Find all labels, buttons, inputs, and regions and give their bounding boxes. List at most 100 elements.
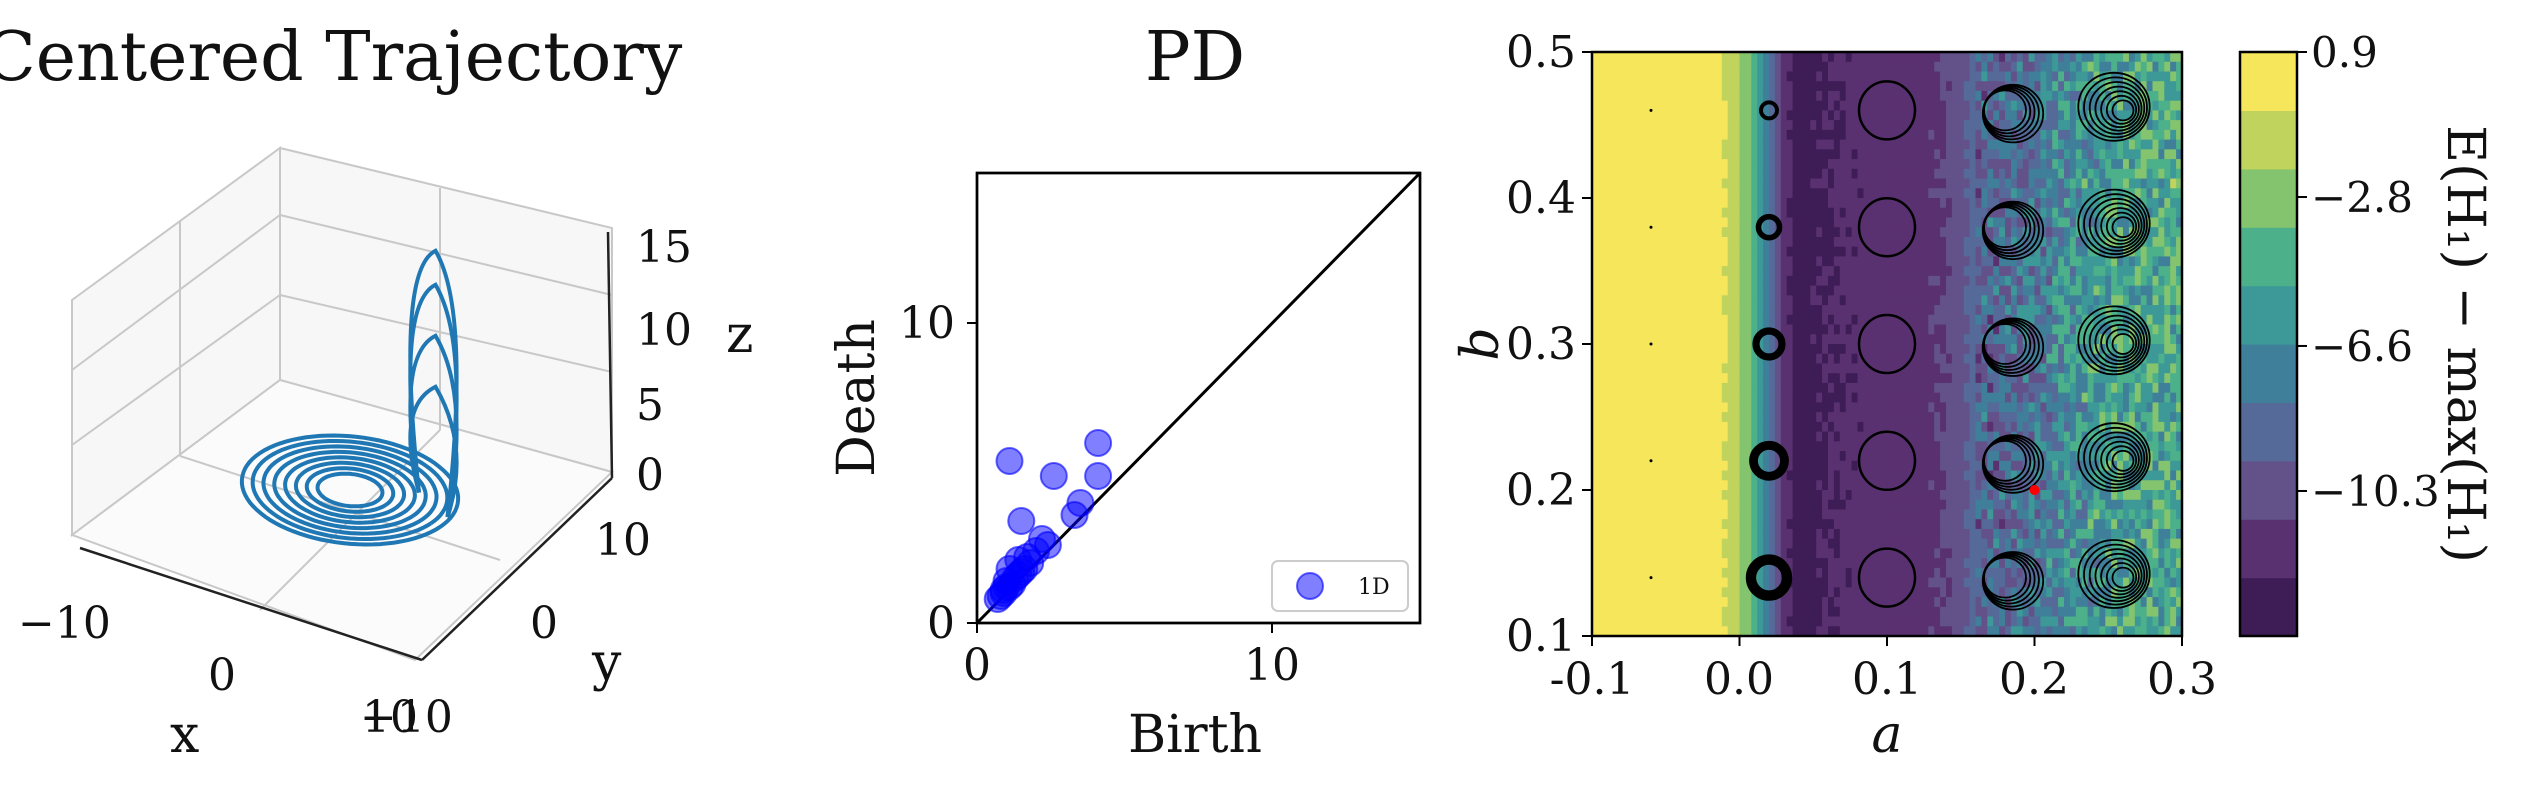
heatmap-cell <box>1716 266 1723 276</box>
heatmap-cell <box>1976 471 1983 481</box>
heatmap-cell <box>1911 198 1918 208</box>
heatmap-cell <box>2064 315 2071 325</box>
heatmap-cell <box>1710 393 1717 403</box>
heatmap-cell <box>1622 256 1629 266</box>
heatmap-cell <box>2070 208 2077 218</box>
heatmap-cell <box>1834 237 1841 247</box>
heatmap-cell <box>1675 539 1682 549</box>
heatmap-cell <box>1911 52 1918 62</box>
heatmap-cell <box>1604 383 1611 393</box>
heatmap-cell <box>1710 509 1717 519</box>
heatmap-cell <box>2040 71 2047 81</box>
heatmap-cell <box>1934 62 1941 72</box>
heatmap-cell <box>1745 325 1752 335</box>
heatmap-cell <box>1663 71 1670 81</box>
heatmap-cell <box>1993 62 2000 72</box>
heatmap-cell <box>1976 62 1983 72</box>
heatmap-cell <box>1934 237 1941 247</box>
heatmap-cell <box>1639 276 1646 286</box>
heatmap-cell <box>1846 432 1853 442</box>
heatmap-cell <box>1616 217 1623 227</box>
heatmap-cell <box>1958 256 1965 266</box>
heatmap-cell <box>1704 597 1711 607</box>
heatmap-cell <box>1922 198 1929 208</box>
heatmap-cell <box>2064 149 2071 159</box>
heatmap-cell <box>1734 597 1741 607</box>
heatmap-cell <box>1917 315 1924 325</box>
heatmap-cell <box>1952 539 1959 549</box>
heatmap-cell <box>1810 159 1817 169</box>
heatmap-cell <box>2017 509 2024 519</box>
heatmap-cell <box>1775 315 1782 325</box>
heatmap-cell <box>1899 120 1906 130</box>
heatmap-cell <box>1816 363 1823 373</box>
heatmap-cell <box>1716 120 1723 130</box>
heatmap-cell <box>1852 402 1859 412</box>
heatmap-cell <box>1622 500 1629 510</box>
heatmap-cell <box>1887 286 1894 296</box>
heatmap-cell <box>1686 393 1693 403</box>
heatmap-cell <box>1993 140 2000 150</box>
heatmap-cell <box>1852 237 1859 247</box>
heatmap-cell <box>1999 208 2006 218</box>
heatmap-cell <box>1822 568 1829 578</box>
heatmap-cell <box>1893 179 1900 189</box>
heatmap-cell <box>1828 363 1835 373</box>
heatmap-cell <box>1757 62 1764 72</box>
heatmap-cell <box>1769 256 1776 266</box>
heatmap-cell <box>1799 295 1806 305</box>
heatmap-cell <box>1858 62 1865 72</box>
heatmap-cell <box>1645 315 1652 325</box>
heatmap-cell <box>1846 140 1853 150</box>
heatmap-cell <box>2005 305 2012 315</box>
heatmap-cell <box>2017 52 2024 62</box>
heatmap-cell <box>1987 101 1994 111</box>
heatmap-cell <box>1987 315 1994 325</box>
heatmap-cell <box>1810 509 1817 519</box>
heatmap-cell <box>1598 315 1605 325</box>
heatmap-cell <box>2070 500 2077 510</box>
heatmap-cell <box>1669 383 1676 393</box>
legend-marker-1d <box>1297 573 1323 599</box>
heatmap-cell <box>1728 101 1735 111</box>
heatmap-cell <box>2046 120 2053 130</box>
heatmap-cell <box>1645 587 1652 597</box>
heatmap-cell <box>1728 344 1735 354</box>
heatmap-cell <box>1610 276 1617 286</box>
heatmap-cell <box>1645 208 1652 218</box>
heatmap-cell <box>1970 539 1977 549</box>
heatmap-cell <box>2046 393 2053 403</box>
heatmap-cell <box>1745 432 1752 442</box>
heatmap-cell <box>1799 578 1806 588</box>
heatmap-cell <box>2040 383 2047 393</box>
heatmap-cell <box>1769 617 1776 627</box>
heatmap-cell <box>1946 422 1953 432</box>
heatmap-cell <box>2023 276 2030 286</box>
heatmap-cell <box>1976 607 1983 617</box>
heatmap-cell <box>1657 412 1664 422</box>
heatmap-cell <box>1675 198 1682 208</box>
heatmap-cell <box>1905 52 1912 62</box>
heatmap-cell <box>1834 188 1841 198</box>
heatmap-cell <box>1781 432 1788 442</box>
heatmap-cell <box>1846 587 1853 597</box>
heatmap-cell <box>1787 188 1794 198</box>
heatmap-cell <box>1622 490 1629 500</box>
heatmap-cell <box>1622 471 1629 481</box>
y-tick-label: 0 <box>530 598 558 649</box>
heatmap-cell <box>1964 519 1971 529</box>
heatmap-cell <box>1704 344 1711 354</box>
heatmap-cell <box>1651 587 1658 597</box>
heatmap-cell <box>1681 422 1688 432</box>
heatmap-cell <box>2029 509 2036 519</box>
heatmap-cell <box>1622 480 1629 490</box>
heatmap-cell <box>1940 101 1947 111</box>
heatmap-cell <box>2058 325 2065 335</box>
heatmap-cell <box>1716 412 1723 422</box>
heatmap-cell <box>1863 344 1870 354</box>
heatmap-cell <box>1952 558 1959 568</box>
heatmap-cell <box>1698 412 1705 422</box>
heatmap-cell <box>1639 120 1646 130</box>
heatmap-cell <box>2017 529 2024 539</box>
heatmap-cell <box>1787 490 1794 500</box>
